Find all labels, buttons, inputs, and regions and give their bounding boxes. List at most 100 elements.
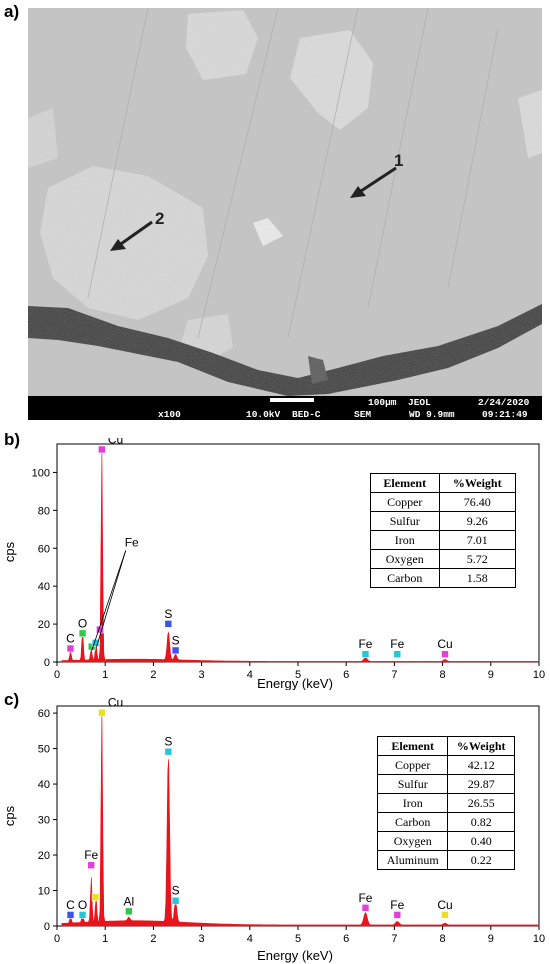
y-tick-label-b: 100 <box>32 467 50 479</box>
table-cell: 29.87 <box>447 774 515 794</box>
x-tick-label-c: 7 <box>391 933 397 945</box>
element-marker-c <box>164 747 173 756</box>
sem-detector: BED-C <box>292 409 321 420</box>
element-label-c: Cu <box>108 698 123 710</box>
table-header: %Weight <box>438 473 516 493</box>
sem-scale-bar <box>270 398 314 402</box>
table-row: Aluminum 0.22 <box>376 850 515 870</box>
element-marker-c <box>393 911 402 919</box>
table-cell: 0.40 <box>447 831 515 851</box>
callout-line-b <box>91 550 127 651</box>
sem-time: 09:21:49 <box>482 409 528 420</box>
element-label-c: O <box>78 898 87 912</box>
table-row: Sulfur 9.26 <box>370 511 516 531</box>
x-tick-label-c: 5 <box>295 933 301 945</box>
table-cell: Sulfur <box>376 774 449 794</box>
table-row: Carbon 0.82 <box>376 812 515 832</box>
element-marker-c <box>125 907 133 916</box>
table-row: Iron 7.01 <box>370 530 516 550</box>
y-tick-label-c: 30 <box>38 815 50 827</box>
table-cell: Iron <box>370 530 440 550</box>
panel-label-c: c) <box>4 690 20 709</box>
y-tick-label-c: 0 <box>44 921 50 933</box>
x-tick-label-c: 2 <box>150 933 156 945</box>
x-tick-label-b: 7 <box>391 669 397 681</box>
y-tick-label-b: 80 <box>38 505 50 517</box>
element-marker-b <box>164 620 173 628</box>
table-cell: Aluminum <box>376 850 449 870</box>
table-row: Copper 42.12 <box>376 755 515 775</box>
x-tick-label-b: 2 <box>150 669 156 681</box>
x-tick-label-c: 6 <box>343 933 349 945</box>
table-header: Element <box>376 736 449 756</box>
element-marker-b <box>78 629 87 638</box>
sem-arrow-1 <box>350 166 397 198</box>
table-cell: 7.01 <box>438 530 516 550</box>
callout-label-b: Fe <box>125 535 139 549</box>
sem-wd: WD 9.9mm <box>409 409 455 420</box>
element-label-c: Fe <box>358 891 372 905</box>
table-header: %Weight <box>447 736 515 756</box>
table-row: Copper 76.40 <box>370 492 516 512</box>
element-label-c: C <box>66 898 75 912</box>
element-marker-b <box>66 644 75 653</box>
sem-arrow-label-1: 1 <box>394 151 403 170</box>
sem-maker: JEOL <box>408 397 431 408</box>
x-tick-label-c: 8 <box>440 933 446 945</box>
x-tick-label-b: 4 <box>247 669 253 681</box>
spectrum-area-c <box>61 709 540 927</box>
panel-label-b: b) <box>4 430 21 449</box>
element-label-c: S <box>172 884 180 898</box>
table-row: Sulfur 29.87 <box>376 774 515 794</box>
composition-table-c: Element %Weight Copper 42.12 Sulfur 29.87 … <box>376 736 515 870</box>
element-label-c: Fe <box>390 898 404 912</box>
element-label-b: S <box>164 607 172 621</box>
y-tick-label-c: 60 <box>38 708 50 720</box>
table-cell: 9.26 <box>438 511 516 531</box>
element-label-b: O <box>78 616 87 630</box>
composition-table-b: Element %Weight Copper 76.40 Sulfur 9.26 I… <box>370 473 516 588</box>
element-label-c: S <box>164 735 172 749</box>
table-row: Iron 26.55 <box>376 793 515 813</box>
x-tick-label-b: 5 <box>295 669 301 681</box>
table-header-row: Element %Weight <box>376 736 515 756</box>
y-tick-label-b: 0 <box>44 657 50 669</box>
table-cell: Iron <box>376 793 449 813</box>
sem-voltage: 10.0kV <box>246 409 281 420</box>
x-tick-label-c: 10 <box>533 933 545 945</box>
element-marker-c <box>98 708 106 717</box>
y-axis-label-c: cps <box>2 805 17 826</box>
sem-scratches <box>87 8 499 339</box>
table-cell: 1.58 <box>438 568 516 588</box>
x-tick-label-b: 10 <box>533 669 545 681</box>
element-marker-c <box>78 911 87 919</box>
x-axis-label-c: Energy (keV) <box>257 948 333 963</box>
callout-line-b <box>96 550 127 647</box>
x-tick-label-c: 1 <box>102 933 108 945</box>
table-row: Oxygen 0.40 <box>376 831 515 851</box>
panel-label-a: a) <box>4 2 20 21</box>
sem-arrow-2 <box>110 220 153 251</box>
table-row: Carbon 1.58 <box>370 568 516 588</box>
element-label-b: S <box>172 633 180 647</box>
table-cell: Sulfur <box>370 511 440 531</box>
element-label-b: Fe <box>390 637 404 651</box>
y-tick-label-c: 20 <box>38 850 50 862</box>
x-tick-label-b: 1 <box>102 669 108 681</box>
table-cell: 0.82 <box>447 812 515 832</box>
table-cell: 26.55 <box>447 793 515 813</box>
element-label-b: Cu <box>437 637 452 651</box>
y-tick-label-b: 60 <box>38 543 50 555</box>
x-tick-label-c: 4 <box>247 933 253 945</box>
x-tick-label-c: 9 <box>488 933 494 945</box>
spectrum-area-b <box>61 450 540 663</box>
sem-arrow-label-2: 2 <box>155 209 164 228</box>
table-cell: Copper <box>370 492 440 512</box>
table-cell: Oxygen <box>370 549 440 569</box>
element-marker-c <box>91 893 100 901</box>
element-marker-b <box>441 650 449 659</box>
table-cell: Oxygen <box>376 831 449 851</box>
y-tick-label-c: 50 <box>38 744 50 756</box>
sem-date: 2/24/2020 <box>478 397 530 408</box>
x-tick-label-c: 3 <box>199 933 205 945</box>
